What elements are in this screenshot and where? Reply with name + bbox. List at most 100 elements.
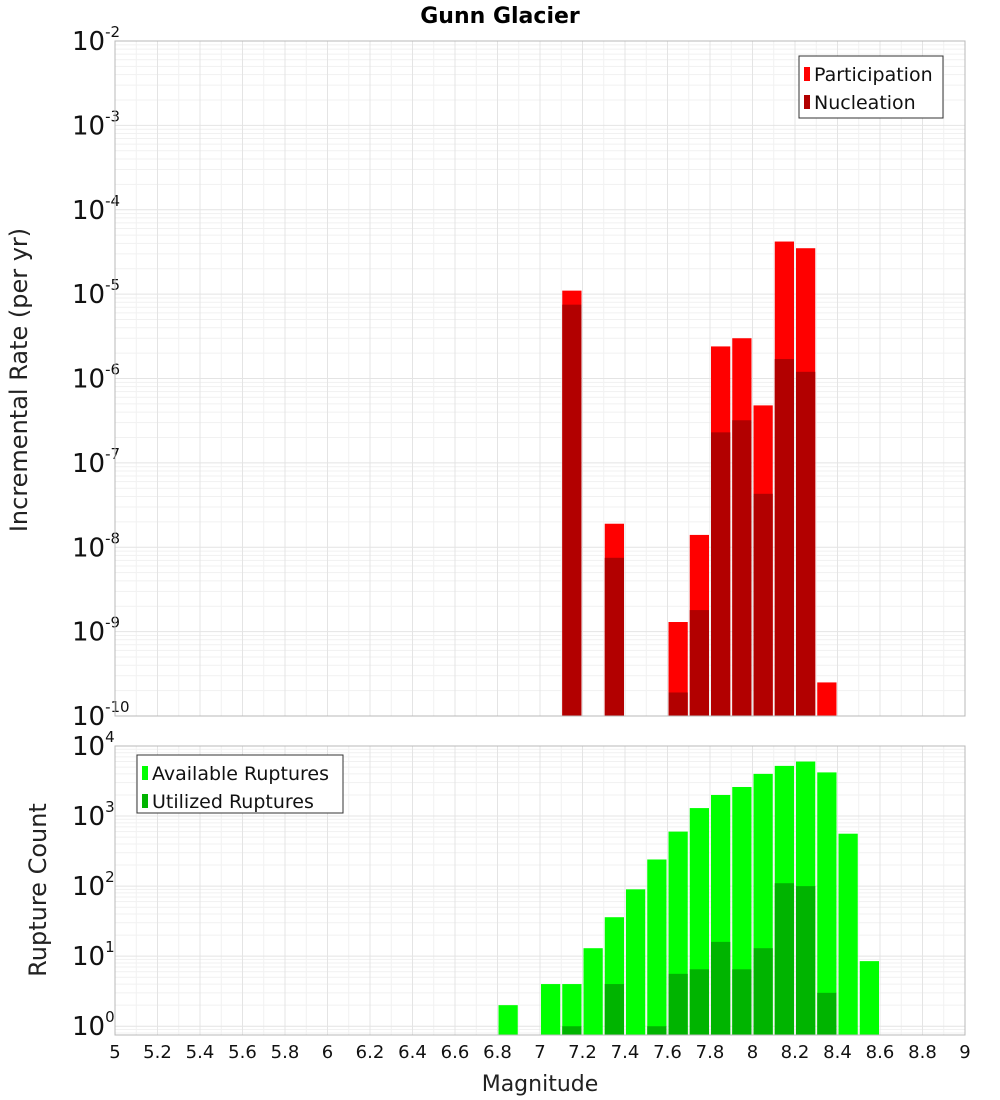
y-tick-exponent: -8 bbox=[105, 529, 120, 547]
bar-utilized-ruptures bbox=[604, 984, 624, 1035]
bar-utilized-ruptures bbox=[562, 1026, 582, 1035]
y-tick-base: 10 bbox=[72, 702, 105, 732]
legend-label: Utilized Ruptures bbox=[152, 791, 314, 813]
legend-swatch bbox=[142, 794, 148, 808]
bar-available-ruptures bbox=[498, 1005, 518, 1035]
y-tick-label: 101 bbox=[72, 938, 115, 972]
y-tick-exponent: 2 bbox=[105, 868, 115, 886]
y-tick-label: 104 bbox=[72, 728, 115, 762]
bar-available-ruptures bbox=[817, 772, 837, 1035]
x-tick-label: 8.4 bbox=[823, 1042, 852, 1063]
y-tick-exponent: -6 bbox=[105, 361, 120, 379]
x-tick-label: 6.2 bbox=[356, 1042, 385, 1063]
bar-nucleation bbox=[562, 304, 582, 716]
x-tick-label: 8.2 bbox=[781, 1042, 810, 1063]
bar-utilized-ruptures bbox=[711, 941, 731, 1035]
x-tick-label: 6.8 bbox=[483, 1042, 512, 1063]
y-tick-exponent: 4 bbox=[105, 728, 115, 746]
y-tick-base: 10 bbox=[72, 802, 105, 832]
y-tick-base: 10 bbox=[72, 449, 105, 479]
bar-available-ruptures bbox=[562, 984, 582, 1035]
bar-utilized-ruptures bbox=[817, 992, 837, 1035]
y-tick-base: 10 bbox=[72, 27, 105, 57]
bar-nucleation bbox=[753, 493, 773, 716]
bottom-y-axis-label: Rupture Count bbox=[24, 803, 52, 977]
x-tick-label: 8.6 bbox=[866, 1042, 895, 1063]
y-tick-label: 102 bbox=[72, 868, 115, 902]
y-tick-base: 10 bbox=[72, 280, 105, 310]
legend: Available Ruptures Utilized Ruptures bbox=[136, 754, 344, 814]
y-tick-label: 10-9 bbox=[72, 614, 120, 648]
legend-label: Available Ruptures bbox=[152, 763, 329, 785]
legend-swatch bbox=[142, 766, 148, 780]
x-tick-label: 8 bbox=[747, 1042, 758, 1063]
y-tick-exponent: -7 bbox=[105, 445, 120, 463]
x-tick-label: 7.4 bbox=[611, 1042, 640, 1063]
bar-available-ruptures bbox=[859, 961, 879, 1035]
bar-utilized-ruptures bbox=[732, 969, 752, 1035]
y-tick-exponent: -5 bbox=[105, 276, 120, 294]
top-y-axis-label: Incremental Rate (per yr) bbox=[5, 228, 33, 532]
legend-box bbox=[136, 754, 344, 814]
chart-title: Gunn Glacier bbox=[420, 4, 580, 29]
y-tick-exponent: 0 bbox=[105, 1008, 115, 1026]
legend-box bbox=[798, 55, 944, 119]
bar-available-ruptures bbox=[838, 833, 858, 1035]
y-tick-label: 100 bbox=[72, 1008, 115, 1042]
y-tick-exponent: 1 bbox=[105, 938, 115, 956]
y-tick-exponent: -2 bbox=[105, 23, 120, 41]
legend-swatch bbox=[804, 95, 810, 109]
y-tick-base: 10 bbox=[72, 618, 105, 648]
bar-nucleation bbox=[796, 371, 816, 716]
bar-nucleation bbox=[774, 359, 794, 716]
y-tick-base: 10 bbox=[72, 942, 105, 972]
bar-available-ruptures bbox=[626, 889, 646, 1035]
bar-nucleation bbox=[732, 420, 752, 716]
y-tick-label: 10-6 bbox=[72, 361, 120, 395]
y-tick-label: 10-10 bbox=[72, 698, 130, 732]
bar-available-ruptures bbox=[583, 948, 603, 1035]
bar-available-ruptures bbox=[541, 984, 561, 1035]
y-tick-base: 10 bbox=[72, 111, 105, 141]
x-tick-label: 7 bbox=[534, 1042, 545, 1063]
bar-nucleation bbox=[604, 557, 624, 716]
x-tick-label: 5.4 bbox=[186, 1042, 215, 1063]
y-tick-exponent: 3 bbox=[105, 798, 115, 816]
x-tick-label: 7.8 bbox=[696, 1042, 725, 1063]
bar-nucleation bbox=[689, 610, 709, 716]
y-tick-label: 10-7 bbox=[72, 445, 120, 479]
y-tick-base: 10 bbox=[72, 533, 105, 563]
y-tick-base: 10 bbox=[72, 196, 105, 226]
legend-label: Participation bbox=[814, 64, 933, 86]
legend-swatch bbox=[804, 67, 810, 81]
y-tick-base: 10 bbox=[72, 732, 105, 762]
bar-utilized-ruptures bbox=[753, 948, 773, 1035]
y-tick-label: 10-8 bbox=[72, 529, 120, 563]
legend-label: Nucleation bbox=[814, 92, 916, 114]
y-tick-base: 10 bbox=[72, 1012, 105, 1042]
x-tick-label: 5 bbox=[109, 1042, 120, 1063]
x-tick-label: 7.2 bbox=[568, 1042, 597, 1063]
y-tick-base: 10 bbox=[72, 872, 105, 902]
x-tick-label: 5.2 bbox=[143, 1042, 172, 1063]
x-tick-label: 5.8 bbox=[271, 1042, 300, 1063]
plot-frame bbox=[114, 40, 966, 717]
y-tick-label: 10-5 bbox=[72, 276, 120, 310]
bar-available-ruptures bbox=[647, 859, 667, 1035]
x-tick-label: 6.6 bbox=[441, 1042, 470, 1063]
x-tick-label: 7.6 bbox=[653, 1042, 682, 1063]
legend: Participation Nucleation bbox=[798, 55, 944, 119]
bar-utilized-ruptures bbox=[689, 969, 709, 1035]
bar-utilized-ruptures bbox=[647, 1026, 667, 1035]
bar-nucleation bbox=[668, 692, 688, 716]
x-tick-label: 6 bbox=[322, 1042, 333, 1063]
x-tick-label: 8.8 bbox=[908, 1042, 937, 1063]
x-axis-label: Magnitude bbox=[482, 1072, 599, 1097]
y-tick-label: 10-4 bbox=[72, 192, 120, 226]
top-plot: 10-1010-910-810-710-610-510-410-310-2Par… bbox=[72, 23, 966, 732]
bar-utilized-ruptures bbox=[668, 973, 688, 1035]
y-tick-label: 10-3 bbox=[72, 107, 120, 141]
x-tick-label: 9 bbox=[959, 1042, 970, 1063]
